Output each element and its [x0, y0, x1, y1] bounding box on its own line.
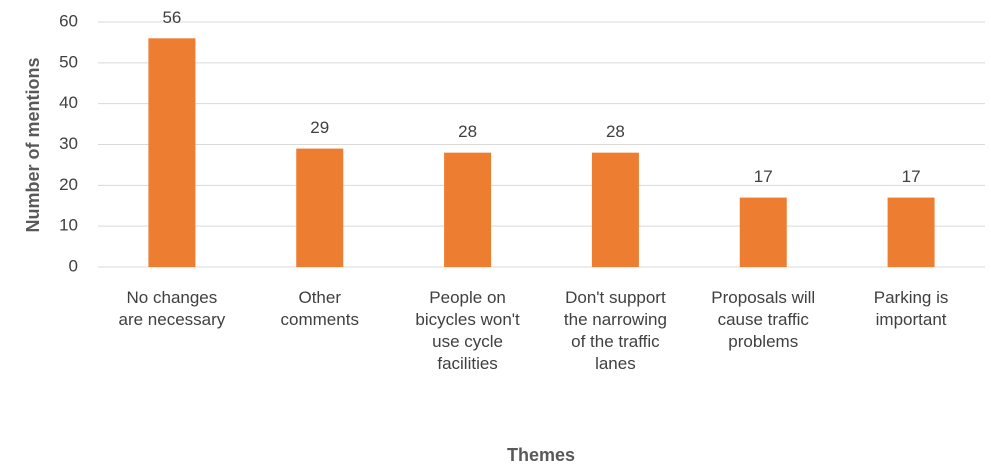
x-tick-label: No changes are necessary — [118, 288, 226, 329]
y-tick-label: 40 — [59, 93, 78, 112]
bar — [296, 148, 344, 267]
bar — [887, 197, 935, 267]
y-tick-label: 20 — [59, 175, 78, 194]
y-axis-title: Number of mentions — [23, 57, 43, 232]
y-tick-label: 50 — [59, 52, 78, 71]
value-label: 28 — [606, 122, 625, 141]
value-label: 28 — [458, 122, 477, 141]
x-tick-label: Don't support the narrowing of the traff… — [563, 288, 667, 373]
bar — [444, 152, 492, 267]
value-label: 56 — [162, 8, 181, 27]
x-tick-label: Other comments — [280, 288, 359, 329]
y-tick-label: 10 — [59, 216, 78, 235]
value-label: 29 — [310, 118, 329, 137]
x-tick-label: Parking is important — [873, 288, 949, 329]
y-tick-label: 30 — [59, 134, 78, 153]
x-tick-label: Proposals will cause traffic problems — [711, 288, 816, 351]
bar — [148, 38, 196, 268]
y-tick-label: 0 — [69, 256, 78, 275]
x-axis-title: Themes — [507, 445, 575, 465]
bar — [739, 197, 787, 267]
y-tick-label: 60 — [59, 11, 78, 30]
x-tick-label: People on bicycles won't use cycle facil… — [415, 288, 520, 373]
bar — [591, 152, 639, 267]
value-label: 17 — [754, 167, 773, 186]
value-label: 17 — [902, 167, 921, 186]
